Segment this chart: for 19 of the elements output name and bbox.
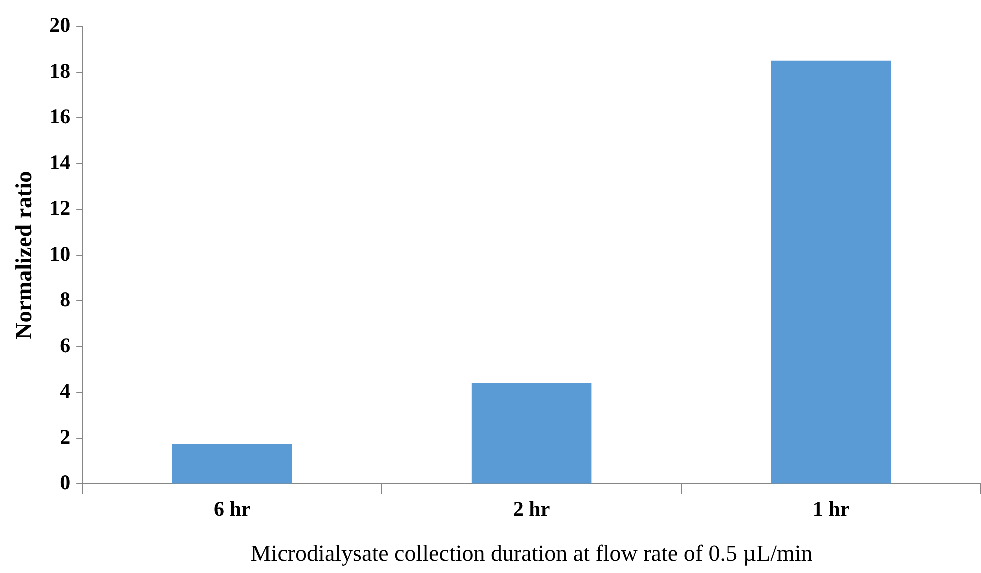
y-tick-label: 6 — [60, 333, 71, 358]
y-tick-label: 14 — [50, 150, 72, 174]
y-tick-label: 8 — [60, 288, 71, 312]
y-tick-label: 2 — [60, 424, 71, 449]
x-tick-label: 1 hr — [812, 497, 850, 522]
bar — [472, 384, 592, 484]
y-tick-label: 18 — [50, 58, 71, 83]
y-tick-label: 0 — [60, 470, 71, 495]
y-tick-label: 16 — [50, 104, 71, 129]
y-tick-label: 20 — [50, 13, 71, 38]
y-tick-label: 10 — [50, 242, 71, 266]
x-tick-label: 6 hr — [214, 497, 251, 522]
y-tick-label: 4 — [60, 379, 72, 404]
bar — [771, 60, 892, 484]
x-tick-label: 2 hr — [513, 497, 550, 522]
bar — [172, 444, 292, 484]
y-axis-title: Normalized ratio — [12, 171, 37, 340]
x-axis-title: Microdialysate collection duration at flow rate of 0.5 µL/min — [250, 541, 814, 566]
y-tick-label: 12 — [50, 196, 71, 220]
